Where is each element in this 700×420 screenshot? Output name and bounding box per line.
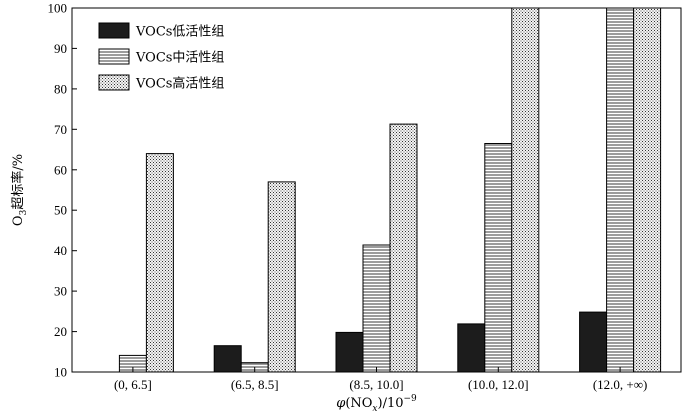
- y-title-prefix: O: [11, 215, 26, 226]
- y-axis-title: O3超标率/%: [10, 154, 29, 226]
- bar-3-cat-4: [511, 7, 540, 373]
- bar-2-cat-5: [606, 7, 635, 373]
- x-axis: (0, 6.5] (6.5, 8.5] (8.5, 10.0] (10.0, 12.0…: [114, 367, 647, 392]
- y-tick-label: 70: [54, 122, 67, 137]
- legend-label: VOCs中活性组: [135, 51, 224, 66]
- y-tick-label: 60: [54, 162, 67, 177]
- bar-3-cat-2: [267, 181, 296, 373]
- legend-label: VOCs高活性组: [135, 76, 224, 92]
- x-title-sup: −9: [404, 394, 418, 404]
- legend-swatch: [98, 74, 130, 91]
- legend-swatch: [98, 22, 130, 39]
- x-title-open: (NO: [345, 396, 372, 411]
- x-axis-title: φ(NOx)/10−9: [336, 394, 417, 414]
- y-axis: 10 20 30 40 50 60 70 80 90 100: [48, 1, 77, 380]
- x-title-sub: x: [372, 404, 377, 414]
- y-title-sub: 3: [19, 209, 29, 215]
- bar-3-cat-1: [145, 153, 174, 373]
- legend: VOCs低活性组 VOCs中活性组 VOCs高活性组: [98, 22, 224, 92]
- x-tick-label: (10.0, 12.0]: [468, 377, 529, 392]
- x-tick-label: (12.0, +∞): [593, 377, 648, 392]
- x-tick-label: (6.5, 8.5]: [231, 377, 279, 392]
- bar-1-cat-3: [335, 331, 364, 373]
- y-tick-label: 100: [48, 1, 68, 16]
- y-tick-label: 30: [54, 284, 67, 299]
- y-tick-label: 40: [54, 243, 67, 258]
- bar-1-cat-4: [457, 323, 486, 373]
- x-title-phi: φ: [336, 396, 346, 411]
- y-tick-label: 50: [54, 203, 67, 218]
- y-tick-label: 90: [54, 41, 67, 56]
- x-title-close: )/10: [378, 396, 404, 411]
- legend-swatch: [98, 48, 130, 65]
- legend-label: VOCs低活性组: [135, 25, 224, 40]
- bar-2-cat-4: [484, 143, 513, 373]
- bar-1-cat-5: [579, 311, 608, 373]
- y-tick-label: 10: [54, 365, 67, 380]
- y-tick-label: 20: [54, 324, 67, 339]
- x-tick-label: (8.5, 10.0]: [349, 377, 403, 392]
- bar-2-cat-3: [362, 244, 391, 373]
- bar-1-cat-2: [213, 345, 242, 373]
- y-tick-label: 80: [54, 81, 67, 96]
- bar-3-cat-5: [633, 7, 662, 373]
- bars: [118, 7, 662, 373]
- y-title-suffix: 超标率/%: [10, 154, 26, 210]
- bar-3-cat-3: [389, 123, 418, 373]
- x-tick-label: (0, 6.5]: [114, 377, 152, 392]
